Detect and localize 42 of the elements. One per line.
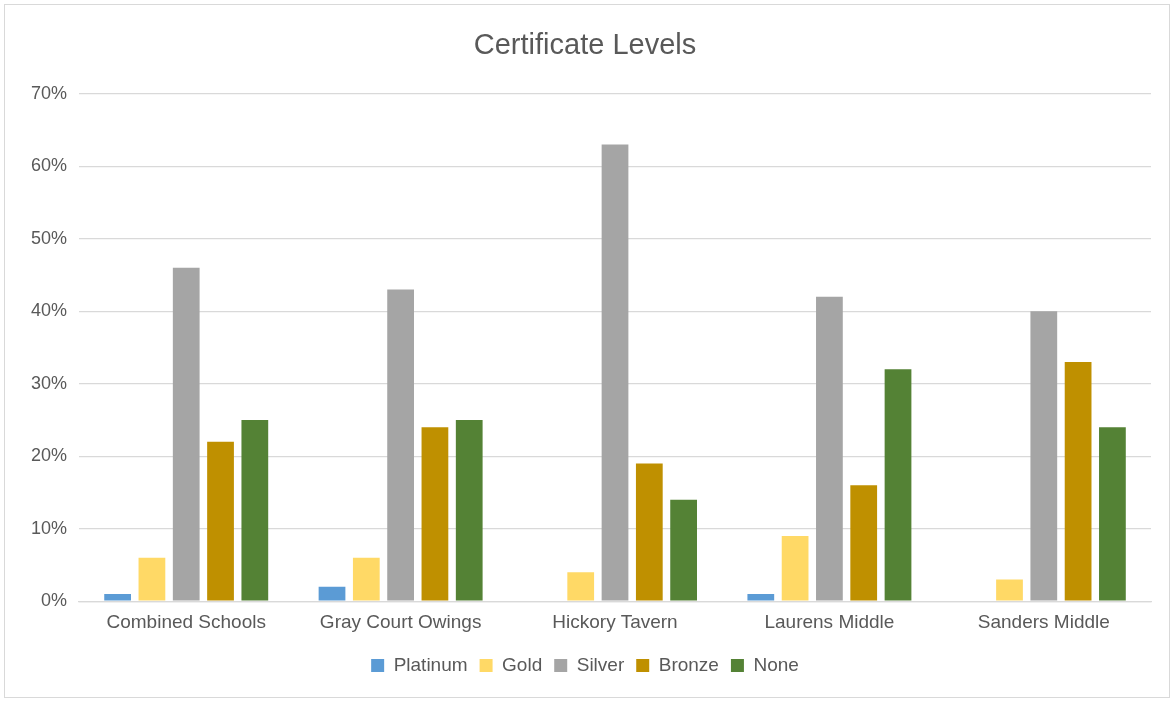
- bar: [207, 441, 234, 601]
- legend-label: Gold: [502, 653, 543, 675]
- bar: [172, 267, 200, 601]
- x-tick-label: Sanders Middle: [977, 610, 1110, 632]
- bar: [1030, 311, 1058, 601]
- bar: [1099, 427, 1126, 601]
- legend-label: Platinum: [393, 653, 468, 675]
- x-tick-label: Combined Schools: [106, 610, 266, 632]
- bar: [670, 499, 697, 601]
- bar: [635, 463, 663, 601]
- legend-label: None: [753, 653, 799, 675]
- bar: [241, 419, 269, 601]
- bar: [601, 144, 629, 601]
- y-tick-label: 40%: [31, 300, 68, 321]
- bar: [352, 557, 380, 601]
- bar: [884, 369, 912, 601]
- y-tick-label: 0%: [41, 590, 68, 611]
- y-tick-label: 20%: [31, 445, 68, 466]
- bar: [387, 289, 414, 601]
- bar: [567, 572, 595, 601]
- y-tick-label: 60%: [31, 155, 68, 176]
- bar: [747, 593, 775, 601]
- bar: [421, 427, 449, 601]
- bar: [850, 485, 878, 601]
- bar: [104, 593, 131, 601]
- x-tick-label: Hickory Tavern: [552, 610, 678, 632]
- x-tick-label: Gray Court Owings: [319, 610, 482, 632]
- bar: [318, 586, 346, 601]
- y-tick-label: 70%: [31, 82, 68, 103]
- legend-label: Bronze: [658, 653, 719, 675]
- bar: [781, 535, 809, 601]
- chart-title: Certificate Levels: [473, 28, 697, 61]
- y-tick-label: 30%: [31, 372, 68, 393]
- legend-label: Silver: [576, 653, 625, 675]
- bar: [1064, 362, 1092, 601]
- bar: [455, 419, 483, 601]
- bar: [996, 579, 1023, 601]
- x-tick-label: Laurens Middle: [764, 610, 895, 632]
- bar: [816, 296, 843, 601]
- y-tick-label: 10%: [31, 517, 68, 538]
- bar: [138, 557, 166, 601]
- y-tick-label: 50%: [31, 227, 68, 248]
